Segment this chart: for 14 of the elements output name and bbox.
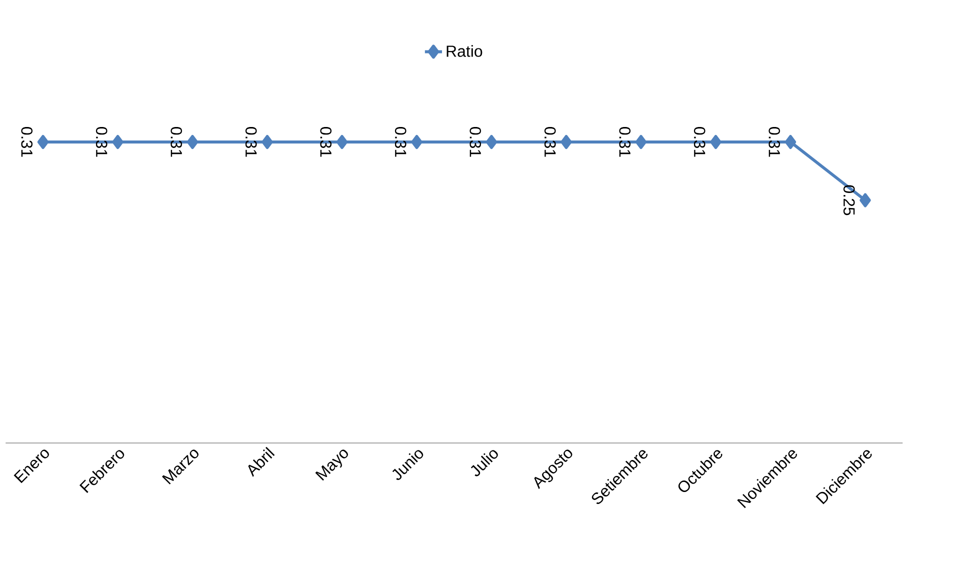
data-label: 0.31 [21,127,33,157]
data-label: 0.31 [544,127,556,157]
data-label: 0.31 [694,127,706,157]
data-label: 0.31 [394,127,406,157]
data-label: 0.31 [170,127,182,157]
data-label: 0.31 [619,127,631,157]
data-label: 0.31 [96,127,108,157]
data-label: 0.31 [768,127,780,157]
x-tick-label: Julio [470,450,498,476]
data-label: 0.25 [843,185,855,216]
data-label: 0.31 [245,127,257,157]
data-label: 0.31 [320,127,332,157]
data-label: 0.31 [470,127,482,157]
legend-label: Ratio [446,45,482,57]
